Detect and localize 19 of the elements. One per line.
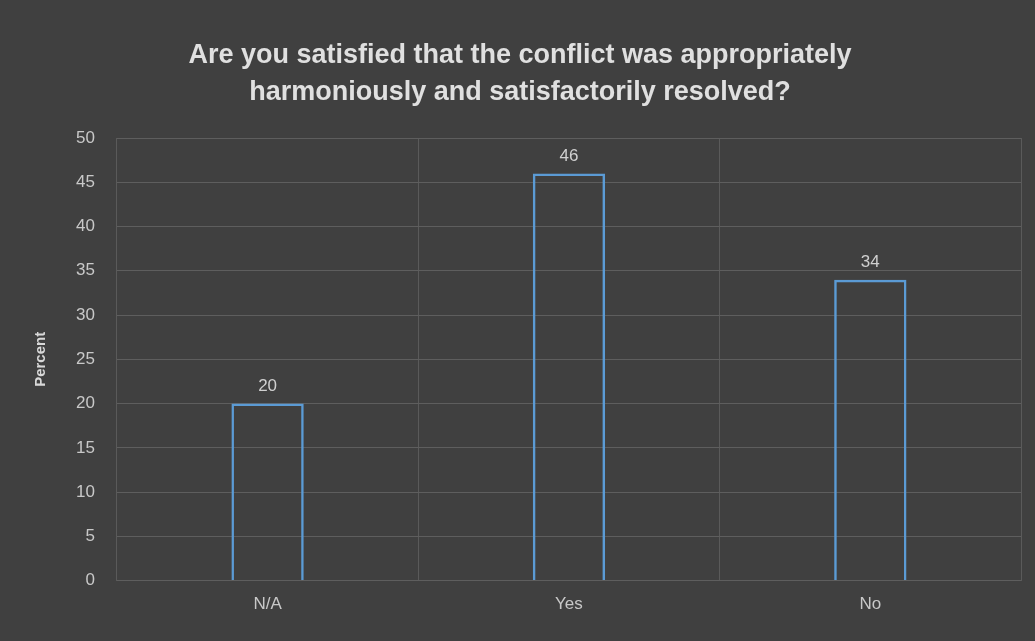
data-label: 20: [258, 375, 278, 395]
y-axis-title: Percent: [31, 331, 49, 387]
y-tick-label: 5: [85, 526, 95, 546]
x-tick-label: No: [859, 594, 882, 614]
y-tick-label: 0: [85, 570, 95, 590]
x-tick-label: N/A: [253, 594, 283, 614]
y-tick-label: 10: [75, 481, 95, 501]
data-label: 46: [559, 145, 579, 165]
y-tick-label: 35: [75, 260, 95, 280]
chart-title: Are you satisfied that the conflict was appropriately harmoniously and satisfactorily resolved?: [187, 38, 853, 108]
y-tick-label: 40: [75, 216, 95, 236]
y-tick-label: 15: [75, 437, 95, 457]
y-tick-label: 20: [75, 393, 95, 413]
y-tick-label: 45: [75, 171, 95, 191]
data-label: 34: [860, 251, 880, 271]
y-tick-label: 30: [75, 304, 95, 324]
y-tick-label: 50: [75, 127, 95, 147]
y-tick-label: 25: [75, 348, 95, 368]
x-tick-label: Yes: [555, 594, 583, 614]
